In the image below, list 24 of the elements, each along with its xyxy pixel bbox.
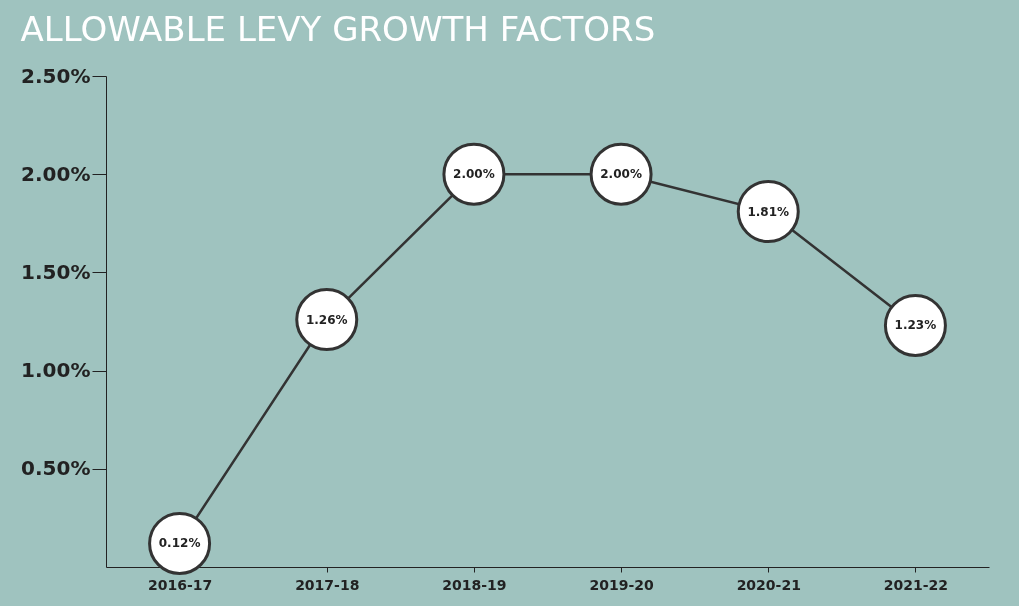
chart-title: ALLOWABLE LEVY GROWTH FACTORS — [20, 9, 656, 49]
point — [736, 180, 800, 243]
x-tick-label: 2019-20 — [589, 576, 654, 593]
x-tick-label: 2017-18 — [295, 576, 360, 593]
x-tick-label: 2018-19 — [442, 576, 507, 593]
y-tick-label: 2.50% — [21, 63, 91, 88]
point — [589, 142, 653, 206]
point — [883, 293, 947, 357]
point — [148, 511, 212, 575]
point — [442, 142, 506, 206]
y-tick-label: 0.50% — [21, 456, 91, 481]
y-tick-label: 2.00% — [21, 161, 91, 186]
y-tick-label: 1.50% — [21, 259, 91, 284]
text: 0.12% — [158, 536, 201, 551]
point — [295, 288, 359, 351]
text: 1.81% — [747, 204, 790, 219]
text: 2.00% — [453, 167, 495, 182]
y-tick-label: 1.00% — [21, 358, 91, 383]
text: 1.26% — [305, 312, 348, 327]
x-tick-label: 2021-22 — [883, 576, 949, 593]
text: 1.23% — [894, 318, 937, 333]
x-tick-label: 2016-17 — [147, 576, 213, 593]
text: 2.00% — [600, 167, 642, 182]
x-tick-label: 2020-21 — [736, 576, 801, 593]
